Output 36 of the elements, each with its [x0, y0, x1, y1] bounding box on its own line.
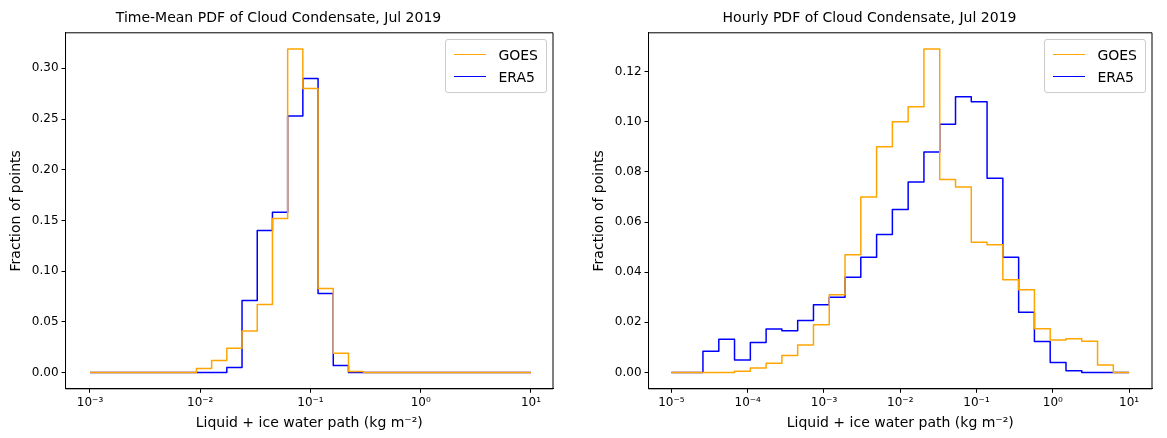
x-axis-title: Liquid + ice water path (kg m⁻²) [195, 414, 423, 431]
x-tick-label: 10⁰ [1042, 395, 1064, 410]
legend-label: GOES [498, 46, 538, 63]
y-tick-label: 0.10 [31, 263, 59, 278]
y-tick-label: 0.12 [614, 63, 642, 78]
x-tick-label: 10⁻² [187, 395, 214, 410]
x-tick-label: 10¹ [1119, 395, 1140, 410]
x-tick-label: 10⁻¹ [963, 395, 990, 410]
y-tick-label: 0.25 [31, 111, 59, 126]
y-tick-label: 0.20 [31, 161, 59, 176]
legend-label: ERA5 [498, 68, 535, 85]
x-tick-label: 10¹ [520, 395, 542, 410]
x-tick-label: 10⁻¹ [297, 395, 324, 410]
x-tick-label: 10⁻³ [810, 395, 838, 410]
y-tick-label: 0.10 [614, 113, 642, 128]
x-tick-label: 10⁻³ [76, 395, 104, 410]
y-tick-label: 0.00 [614, 364, 642, 379]
y-axis-title: Fraction of points [590, 150, 607, 272]
y-tick-label: 0.02 [614, 314, 642, 329]
legend-label: ERA5 [1097, 68, 1134, 85]
x-axis-title: Liquid + ice water path (kg m⁻²) [786, 414, 1014, 431]
y-tick-label: 0.30 [31, 60, 59, 75]
y-tick-label: 0.15 [31, 212, 59, 227]
y-tick-label: 0.05 [31, 313, 59, 328]
y-tick-label: 0.08 [614, 164, 642, 179]
y-axis-title: Fraction of points [7, 150, 24, 272]
x-tick-label: 10⁻² [887, 395, 914, 410]
x-tick-label: 10⁻⁴ [734, 395, 762, 410]
x-tick-label: 10⁰ [410, 395, 431, 410]
y-tick-label: 0.06 [614, 214, 642, 229]
y-tick-label: 0.00 [31, 364, 59, 379]
x-tick-label: 10⁻⁵ [658, 395, 685, 410]
chart-title: Hourly PDF of Cloud Condensate, Jul 2019 [722, 9, 1017, 26]
chart-title: Time-Mean PDF of Cloud Condensate, Jul 2019 [114, 9, 442, 26]
y-tick-label: 0.04 [614, 264, 642, 279]
legend-label: GOES [1097, 46, 1137, 63]
